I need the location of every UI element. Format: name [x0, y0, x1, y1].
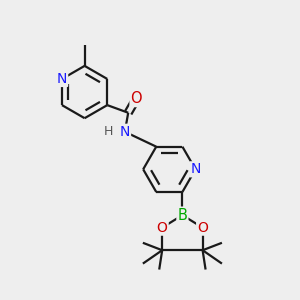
- Text: H: H: [104, 125, 113, 138]
- Text: N: N: [120, 125, 130, 139]
- Text: O: O: [130, 91, 142, 106]
- Text: N: N: [190, 162, 201, 176]
- Text: B: B: [178, 208, 187, 223]
- Text: O: O: [157, 220, 168, 235]
- Text: N: N: [57, 72, 67, 86]
- Text: O: O: [197, 220, 208, 235]
